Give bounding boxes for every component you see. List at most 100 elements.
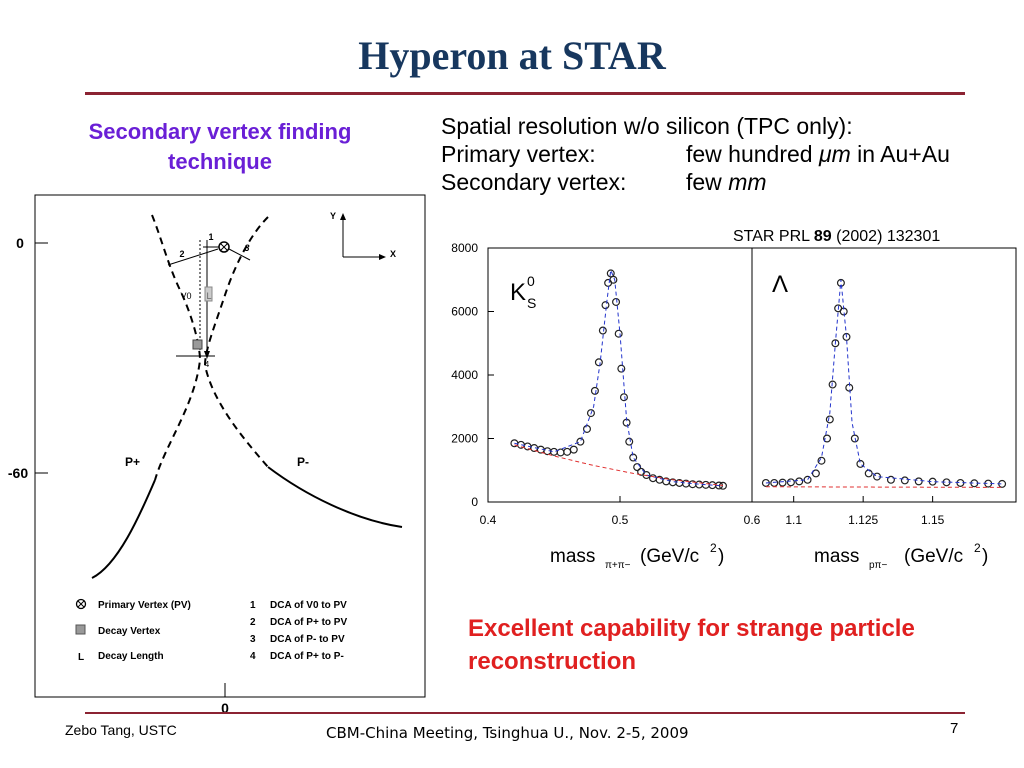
chart-0-point-21: [614, 329, 623, 338]
chart-0-point-10: [576, 437, 585, 446]
chart-0-panel-label-sub: S: [527, 295, 536, 311]
legend-dv-text: Decay Vertex: [98, 626, 161, 637]
secondary-vertex-unit: mm: [728, 169, 767, 195]
chart-0-point-20: [612, 297, 621, 306]
legend-pv-cross-b: [77, 600, 85, 608]
p-plus-track: [91, 479, 156, 579]
chart-1-point-9: [825, 415, 834, 424]
reference-suffix: (2002) 132301: [831, 228, 941, 245]
reference-volume: 89: [813, 228, 832, 245]
footer-author: Zebo Tang, USTC: [65, 722, 177, 738]
diagram-frame: [34, 194, 426, 698]
footer-meeting: CBM-China Meeting, Tsinghua U., Nov. 2-5…: [326, 724, 689, 742]
chart-1-background-dashed-line: [765, 486, 1003, 488]
dca-label-4: 4: [205, 360, 210, 369]
primary-vertex-label: Primary vertex:: [441, 141, 596, 167]
chart-0-ytick-label-2: 4000: [451, 368, 478, 382]
chart-1-point-22: [900, 476, 909, 485]
chart-1-point-10: [828, 380, 837, 389]
chart-1-panel-label: Λ: [772, 271, 788, 298]
chart-0-point-6: [549, 447, 558, 456]
primary-vertex-suffix: in Au+Au: [850, 141, 950, 167]
reference-prefix: STAR PRL: [733, 228, 814, 245]
primary-vertex-prefix: few hundred: [686, 141, 819, 167]
chart-1-xtick-label-1: 1.125: [848, 513, 878, 527]
chart-1-xlabel-unit-sup: 2: [974, 541, 981, 555]
secondary-vertex-row: Secondary vertex: few mm: [441, 168, 950, 196]
y-axis-letter: Y: [330, 211, 336, 221]
p-minus-label: P-: [297, 455, 309, 469]
chart-1-xlabel-sub: pπ−: [869, 560, 887, 571]
chart-1-point-11: [831, 339, 840, 348]
dca-list-text-3: DCA of P- to PV: [270, 634, 345, 645]
secondary-vertex-label: Secondary vertex:: [441, 169, 627, 195]
chart-0-point-22: [617, 364, 626, 373]
chart-1-point-3: [786, 478, 795, 487]
dca-2-line: [167, 248, 219, 266]
chart-0-xtick-label-1: 0.5: [612, 513, 629, 527]
chart-1-xlabel-base: mass: [814, 546, 859, 567]
chart-1-point-2: [778, 478, 787, 487]
dca-3-line: [228, 248, 251, 261]
chart-0-ytick-label-3: 6000: [451, 305, 478, 319]
chart-0-ytick-label-0: 0: [471, 495, 478, 509]
l-marker: [204, 286, 213, 302]
dca-label-3: 3: [244, 243, 249, 253]
reference-citation: STAR PRL 89 (2002) 132301: [733, 228, 940, 246]
chart-0-point-9: [569, 445, 578, 454]
chart-0-point-19: [609, 275, 618, 284]
dca-list-text-1: DCA of V0 to PV: [270, 600, 347, 611]
chart-0-point-13: [590, 386, 599, 395]
chart-0-xtick-label-2: 0.6: [744, 513, 761, 527]
legend-l-text: Decay Length: [98, 651, 164, 662]
primary-vertex-cross-b: [220, 243, 228, 251]
chart-1-point-21: [886, 475, 895, 484]
chart-0-fit-dashed-line: [514, 268, 723, 487]
chart-0-xlabel-unit-close: ): [718, 546, 724, 567]
diagram-subtitle: Secondary vertex finding technique: [88, 119, 352, 174]
chart-1-point-18: [856, 459, 865, 468]
chart-0-xlabel-base: mass: [550, 546, 595, 567]
y-axis-minus-60: -60: [8, 465, 28, 481]
dca-list-num-1: 1: [250, 600, 256, 611]
x-axis-letter: X: [390, 249, 396, 259]
chart-0-ytick-label-4: 8000: [451, 241, 478, 255]
chart-0-point-15: [598, 326, 607, 335]
secondary-vertex-prefix: few: [686, 169, 729, 195]
footer-divider: [85, 712, 965, 714]
chart-1-xtick-label-0: 1.1: [785, 513, 802, 527]
chart-0-point-30: [649, 474, 658, 483]
conclusion-text: Excellent capability for strange particl…: [468, 615, 915, 675]
primary-vertex-row: Primary vertex: few hundred μm in Au+Au: [441, 140, 950, 168]
right-dashed-track: [203, 216, 269, 468]
chart-1-point-7: [817, 456, 826, 465]
chart-1-point-5: [803, 475, 812, 484]
dca-label-1: 1: [208, 232, 213, 242]
chart-1-point-13: [836, 278, 845, 287]
footer-page-number: 7: [950, 720, 959, 737]
chart-0-xlabel-unit: (GeV/c: [640, 546, 699, 567]
chart-1-point-4: [795, 477, 804, 486]
chart-0-point-37: [695, 480, 704, 489]
vertex-diagram: 0 -60 0 Y X V0 L 1 2 3 4 P+ P- Primary V…: [8, 194, 426, 715]
slide-title: Hyperon at STAR: [358, 33, 666, 78]
chart-0-background-dashed-line: [514, 444, 724, 486]
decay-length-arrowhead: [204, 351, 210, 359]
primary-vertex-unit: μm: [818, 141, 851, 167]
dca-label-2: 2: [179, 249, 184, 259]
chart-1-xlabel-unit-close: ): [982, 546, 988, 567]
p-plus-label: P+: [125, 455, 140, 469]
x-axis-zero: 0: [221, 700, 229, 715]
resolution-heading: Spatial resolution w/o silicon (TPC only…: [441, 113, 853, 139]
chart-0-point-16: [601, 301, 610, 310]
chart-0-xtick-label-0: 0.4: [480, 513, 497, 527]
chart-0-point-8: [563, 447, 572, 456]
dca-list-text-4: DCA of P+ to P-: [270, 651, 344, 662]
dca-list-num-2: 2: [250, 617, 256, 628]
dca-list-text-2: DCA of P+ to PV: [270, 617, 347, 628]
chart-1-point-8: [823, 434, 832, 443]
y-axis-zero: 0: [16, 235, 24, 251]
dca-list-num-4: 4: [250, 651, 256, 662]
chart-1-point-17: [850, 434, 859, 443]
